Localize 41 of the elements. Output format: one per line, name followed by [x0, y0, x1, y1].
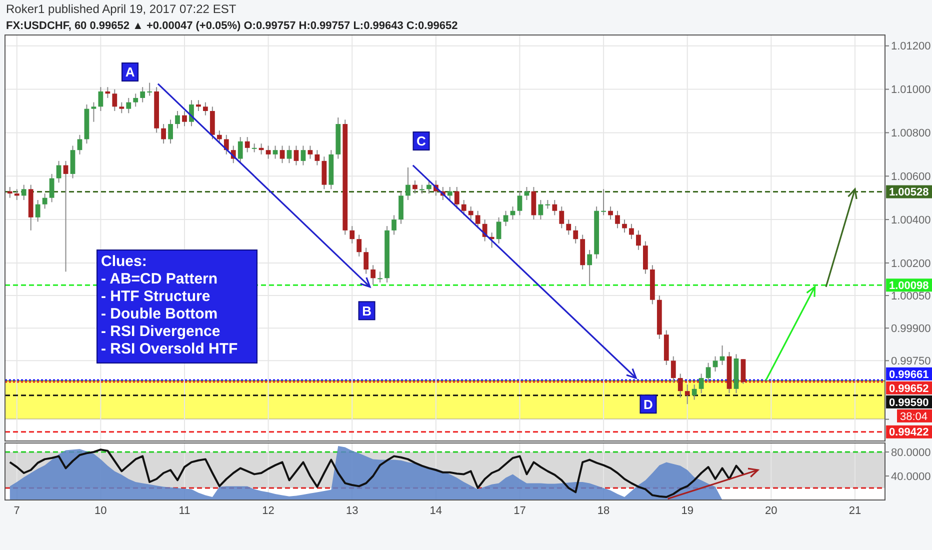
- y-tick-label: 0.99750: [891, 356, 931, 368]
- annotation: - RSI Oversold HTF: [101, 340, 238, 358]
- y-tick-label: 1.00600: [891, 170, 931, 183]
- x-tick-label: 14: [430, 505, 442, 517]
- annotation: - HTF Structure: [101, 288, 210, 305]
- y-tick-label: 1.00400: [891, 214, 931, 226]
- y-tick-label: 1.01200: [891, 40, 931, 53]
- annotation: - Double Bottom: [101, 306, 218, 322]
- x-tick-label: 10: [94, 505, 107, 517]
- y-tick-label: 1.01000: [891, 84, 931, 96]
- ref-line-label: 0.99661: [889, 368, 929, 381]
- chart-subtitle: FX:USDCHF, 60 0.99652 ▲ +0.00047 (+0.05%) O:0.99757 H:0.99757 L:0.99643 C:0.99652: [6, 20, 458, 32]
- y-tick-label: 1.00800: [891, 128, 931, 140]
- annotation: - AB=CD Pattern: [101, 270, 218, 288]
- x-tick-label: 19: [681, 505, 694, 517]
- y-tick-label: 1.00200: [891, 258, 931, 270]
- y-tick-label: 1.00050: [891, 290, 931, 302]
- x-tick-label: 11: [178, 505, 190, 517]
- ref-line-label: 0.99422: [889, 426, 929, 439]
- text: 38:04: [900, 410, 928, 423]
- ref-line-label: 0.99590: [889, 396, 929, 409]
- y-tick-label: 80.0000: [891, 446, 931, 459]
- chart-title: Roker1 published April 19, 2017 07:22 EST: [6, 2, 237, 16]
- y-tick-label: 0.99900: [891, 322, 931, 335]
- ref-line-label: 0.99652: [889, 382, 929, 395]
- x-tick-label: 20: [765, 505, 778, 517]
- x-tick-label: 21: [848, 505, 862, 517]
- x-tick-label: 17: [514, 505, 526, 517]
- annotation: Clues:: [101, 253, 147, 270]
- x-tick-label: 18: [597, 505, 610, 517]
- x-tick-label: 12: [262, 505, 274, 517]
- annotation: - RSI Divergence: [101, 323, 220, 340]
- annotation: C: [416, 134, 427, 149]
- y-tick-label: 40.0000: [891, 470, 931, 483]
- annotation: D: [644, 396, 653, 412]
- ref-line-label: 1.00098: [889, 280, 929, 292]
- annotation: B: [362, 303, 372, 318]
- x-tick-label: 13: [346, 505, 358, 517]
- ref-line-label: 1.00528: [889, 186, 929, 199]
- annotation: A: [125, 64, 136, 80]
- x-tick-label: 7: [14, 505, 20, 517]
